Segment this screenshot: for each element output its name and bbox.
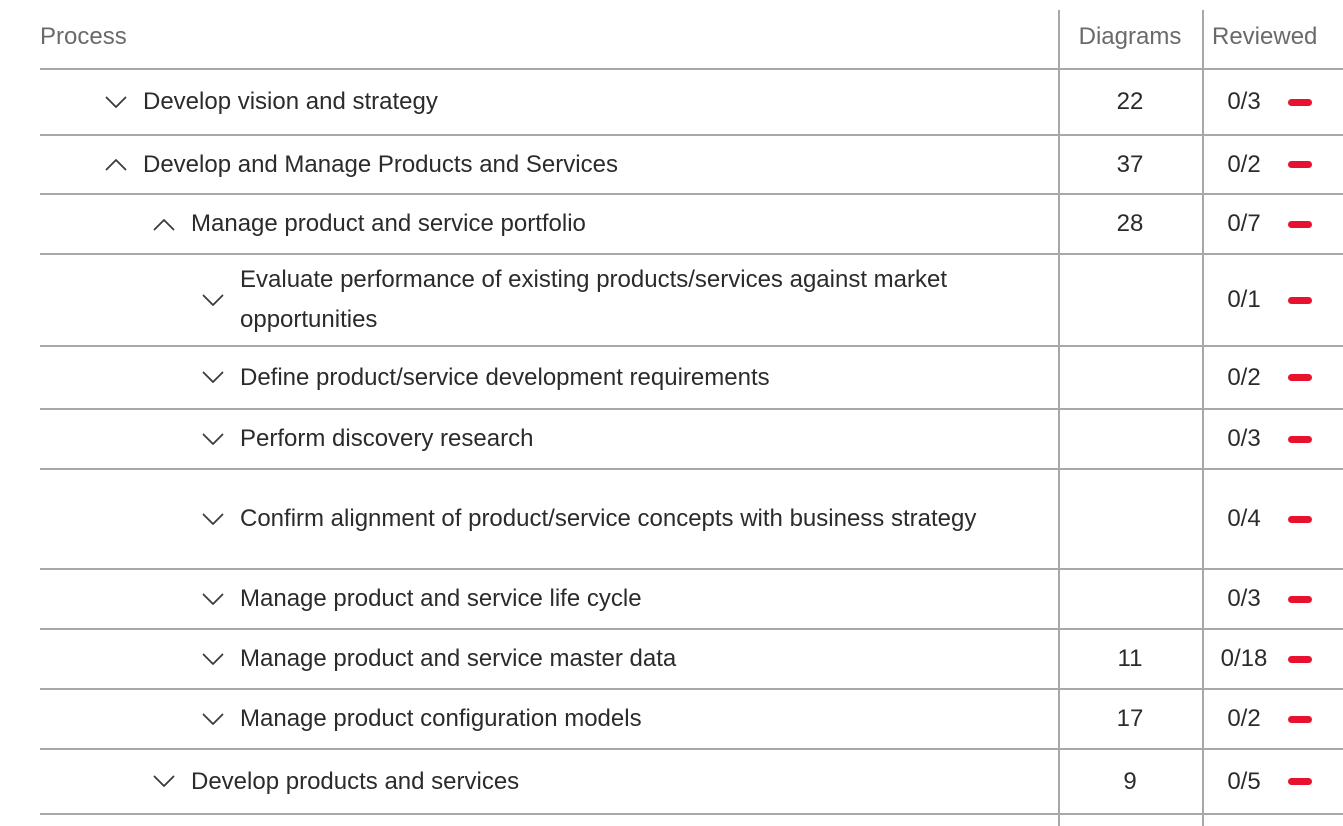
process-cell: Perform discovery research: [40, 419, 1058, 459]
table-row[interactable]: Evaluate performance of existing product…: [40, 255, 1343, 347]
process-cell: Manage product and service master data: [40, 639, 1058, 679]
column-header-process: Process: [40, 23, 127, 50]
reviewed-cell: 0/18: [1202, 645, 1343, 673]
column-divider: [1202, 10, 1204, 826]
chevron-down-icon[interactable]: [202, 513, 224, 526]
chevron-down-icon[interactable]: [153, 775, 175, 788]
table-row[interactable]: Develop and Manage Products and Services…: [40, 136, 1343, 195]
reviewed-cell: 0/2: [1202, 364, 1343, 392]
chevron-down-icon[interactable]: [105, 96, 127, 109]
minus-icon: [1288, 655, 1312, 663]
minus-icon: [1288, 435, 1312, 443]
reviewed-cell: 0/1: [1202, 286, 1343, 314]
diagrams-count: 11: [1117, 645, 1143, 672]
reviewed-cell: 0/5: [1202, 768, 1343, 796]
column-header-diagrams: Diagrams: [1078, 23, 1182, 50]
process-cell: Develop and Manage Products and Services: [40, 145, 1058, 185]
chevron-down-icon[interactable]: [202, 653, 224, 666]
diagrams-count: 28: [1116, 210, 1144, 237]
table-row[interactable]: Manage product and service life cycle 0/…: [40, 570, 1343, 630]
reviewed-ratio: 0/2: [1227, 363, 1261, 391]
reviewed-ratio: 0/5: [1227, 767, 1261, 795]
table-row[interactable]: Perform discovery research 0/3: [40, 410, 1343, 470]
chevron-up-icon[interactable]: [105, 158, 127, 171]
table-row[interactable]: Manage product and service portfolio 28 …: [40, 195, 1343, 255]
reviewed-ratio: 0/2: [1227, 705, 1261, 732]
chevron-down-icon[interactable]: [202, 371, 224, 384]
table-row[interactable]: Develop products and services 9 0/5: [40, 750, 1343, 815]
process-name: Confirm alignment of product/service con…: [240, 505, 977, 532]
reviewed-cell: 0/3: [1202, 425, 1343, 453]
chevron-down-icon[interactable]: [202, 593, 224, 606]
minus-icon: [1288, 778, 1312, 785]
table-body: Develop vision and strategy 22 0/3 Devel…: [0, 70, 1343, 815]
process-name: Develop products and services: [191, 767, 520, 795]
process-cell: Evaluate performance of existing product…: [40, 260, 1058, 340]
diagrams-count: 22: [1116, 88, 1144, 115]
minus-icon: [1288, 374, 1312, 381]
reviewed-ratio: 0/3: [1227, 585, 1261, 612]
process-name: Perform discovery research: [240, 425, 534, 452]
minus-icon: [1288, 220, 1312, 228]
reviewed-cell: 0/2: [1202, 705, 1343, 733]
process-cell: Manage product and service life cycle: [40, 579, 1058, 619]
process-cell: Manage product configuration models: [40, 699, 1058, 739]
minus-icon: [1288, 515, 1312, 523]
process-cell: Manage product and service portfolio: [40, 204, 1058, 244]
table-row[interactable]: Develop vision and strategy 22 0/3: [40, 70, 1343, 136]
diagrams-count: 9: [1123, 767, 1137, 795]
reviewed-ratio: 0/1: [1227, 286, 1261, 313]
process-cell: Confirm alignment of product/service con…: [40, 499, 1058, 539]
reviewed-ratio: 0/7: [1227, 210, 1261, 237]
reviewed-ratio: 0/18: [1220, 645, 1268, 672]
process-cell: Develop vision and strategy: [40, 82, 1058, 122]
diagrams-count: 37: [1116, 150, 1144, 178]
table-row[interactable]: Manage product configuration models 17 0…: [40, 690, 1343, 750]
reviewed-cell: 0/7: [1202, 210, 1343, 238]
process-name: Manage product and service portfolio: [191, 210, 586, 237]
minus-icon: [1288, 595, 1312, 603]
process-name: Develop and Manage Products and Services: [143, 150, 618, 178]
minus-icon: [1288, 161, 1312, 168]
column-header-reviewed: Reviewed: [1212, 23, 1318, 50]
process-name: Evaluate performance of existing product…: [240, 266, 948, 333]
minus-icon: [1288, 715, 1312, 723]
chevron-down-icon[interactable]: [202, 294, 224, 307]
table-header-row: Process Diagrams Reviewed: [40, 0, 1343, 70]
reviewed-cell: 0/4: [1202, 505, 1343, 533]
process-name: Manage product configuration models: [240, 705, 642, 732]
process-name: Manage product and service life cycle: [240, 585, 642, 612]
diagrams-count: 17: [1116, 705, 1144, 732]
table-row[interactable]: Manage product and service master data 1…: [40, 630, 1343, 690]
table-row[interactable]: Confirm alignment of product/service con…: [40, 470, 1343, 570]
process-name: Manage product and service master data: [240, 645, 677, 672]
process-cell: Develop products and services: [40, 762, 1058, 802]
minus-icon: [1288, 98, 1312, 106]
chevron-down-icon[interactable]: [202, 433, 224, 446]
table-row[interactable]: Define product/service development requi…: [40, 347, 1343, 410]
reviewed-ratio: 0/3: [1227, 425, 1261, 452]
process-name: Develop vision and strategy: [143, 88, 438, 115]
minus-icon: [1288, 296, 1312, 304]
reviewed-cell: 0/2: [1202, 151, 1343, 179]
reviewed-ratio: 0/2: [1227, 150, 1261, 178]
chevron-down-icon[interactable]: [202, 713, 224, 726]
process-cell: Define product/service development requi…: [40, 358, 1058, 398]
reviewed-cell: 0/3: [1202, 88, 1343, 116]
process-name: Define product/service development requi…: [240, 363, 770, 391]
reviewed-cell: 0/3: [1202, 585, 1343, 613]
reviewed-ratio: 0/4: [1227, 505, 1261, 532]
column-divider: [1058, 10, 1060, 826]
chevron-up-icon[interactable]: [153, 218, 175, 231]
reviewed-ratio: 0/3: [1227, 88, 1261, 115]
